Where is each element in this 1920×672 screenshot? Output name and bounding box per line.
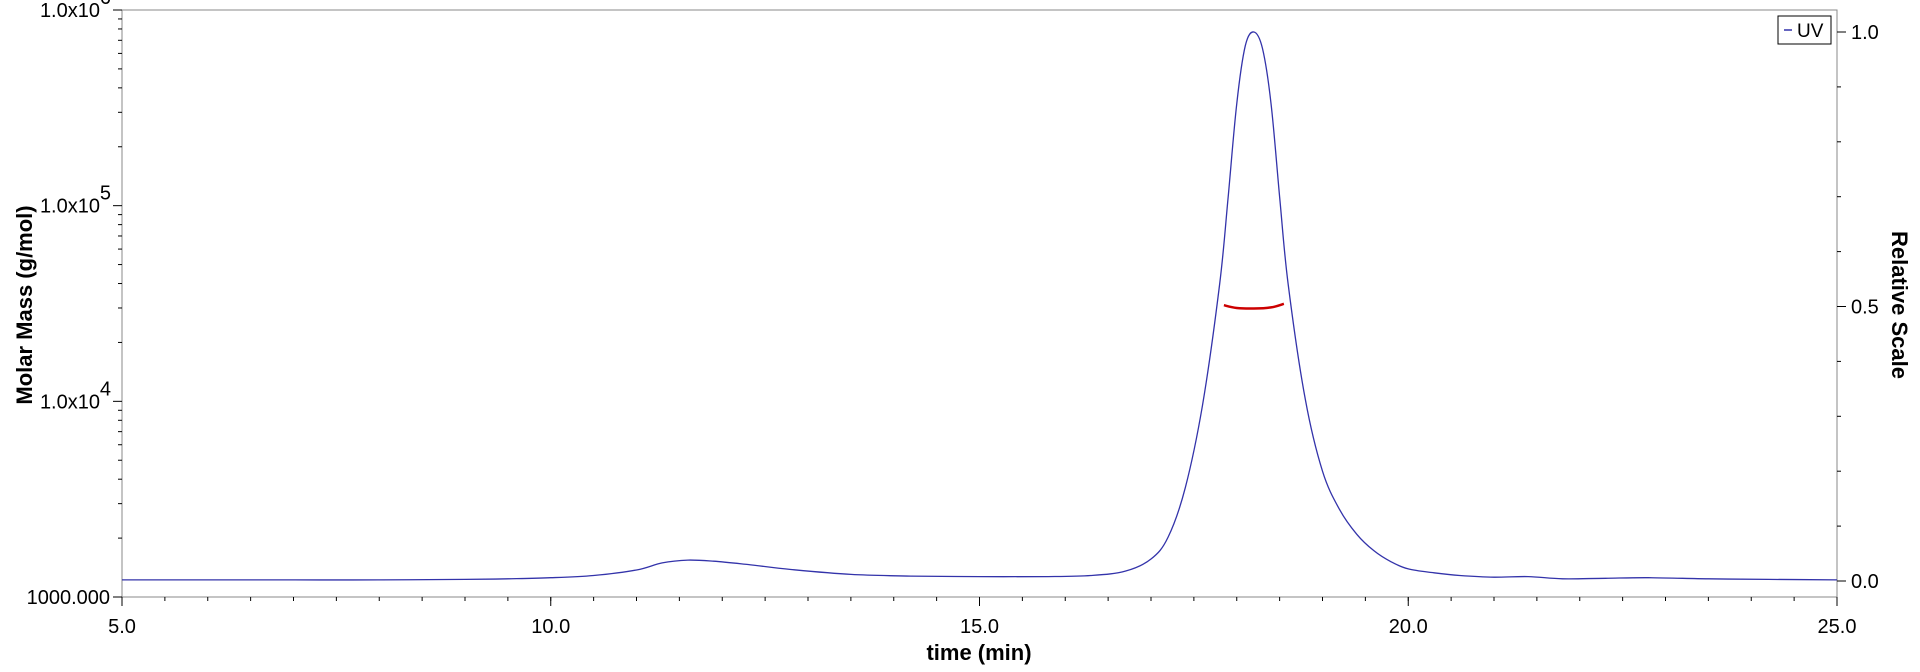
x-axis-title: time (min)	[926, 640, 1031, 665]
minor-ticks	[118, 18, 1841, 601]
x-tick-label: 15.0	[960, 616, 999, 638]
plot-area	[121, 9, 1838, 598]
y-left-tick-exponent: 6	[100, 0, 111, 9]
y-left-tick-label: 1.0x10	[40, 196, 100, 218]
y-left-tick-label: 1.0x10	[40, 0, 100, 22]
y-right-tick-label: 1.0	[1851, 22, 1879, 44]
series-layer	[122, 31, 1838, 581]
y-axis-right-title: Relative Scale	[1887, 231, 1912, 379]
x-axis: 5.0 10.0 15.0 20.0 25.0	[108, 597, 1856, 638]
y-axis-right: 0.0 0.5 1.0	[1837, 22, 1879, 593]
y-axis-left-title: Molar Mass (g/mol)	[12, 205, 37, 404]
y-left-tick-exponent: 5	[100, 183, 111, 205]
x-tick-label: 10.0	[531, 616, 570, 638]
x-tick-label: 25.0	[1818, 616, 1857, 638]
x-tick-label: 20.0	[1389, 616, 1428, 638]
y-left-tick-exponent: 4	[100, 378, 111, 400]
legend: UV	[1777, 15, 1832, 45]
y-left-tick-label: 1.0x10	[40, 391, 100, 413]
molar-mass-series-line	[1223, 302, 1285, 310]
y-right-tick-label: 0.5	[1851, 297, 1879, 319]
uv-series-line	[122, 31, 1838, 581]
x-tick-label: 5.0	[108, 616, 136, 638]
legend-label-uv: UV	[1797, 21, 1824, 42]
y-right-tick-label: 0.0	[1851, 571, 1879, 593]
y-left-tick-label: 1000.000	[27, 587, 110, 609]
